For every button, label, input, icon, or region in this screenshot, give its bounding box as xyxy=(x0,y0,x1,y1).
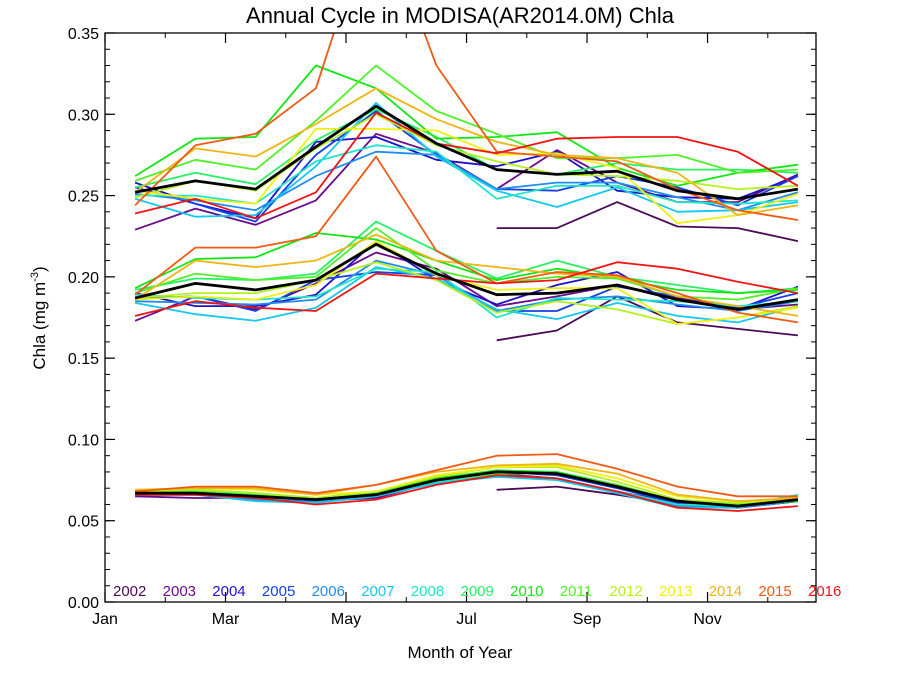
legend-item-2014: 2014 xyxy=(709,583,742,600)
y-tick-label-6: 0.30 xyxy=(68,107,99,124)
legend-item-2016: 2016 xyxy=(808,583,841,600)
y-tick-label-3: 0.15 xyxy=(68,351,99,368)
legend-item-2010: 2010 xyxy=(510,583,543,600)
x-tick-label-1: Mar xyxy=(212,611,240,628)
y-tick-label-5: 0.25 xyxy=(68,189,99,206)
series-line-2014-lower xyxy=(135,462,798,503)
y-axis-label-close: ) xyxy=(30,266,49,272)
x-tick-label-0: Jan xyxy=(92,611,118,628)
y-axis: 0.00 0.05 0.10 0.15 0.20 0.25 0.30 0.35 xyxy=(68,26,816,612)
x-tick-label-3: Jul xyxy=(456,611,476,628)
x-axis-label: Month of Year xyxy=(408,643,513,662)
y-axis-label-text: Chla (mg m xyxy=(30,282,49,370)
series-line-2011-upper xyxy=(134,64,798,182)
legend-item-2005: 2005 xyxy=(262,583,295,600)
y-tick-label-7: 0.35 xyxy=(68,26,99,43)
legend-item-2007: 2007 xyxy=(361,583,394,600)
legend-item-2002: 2002 xyxy=(113,583,146,600)
y-axis-label: Chla (mg m-3) xyxy=(29,266,49,369)
series-line-2010-middle xyxy=(134,232,798,294)
x-tick-label-4: Sep xyxy=(573,611,602,628)
x-axis: Jan Mar May Jul Sep Nov xyxy=(92,33,769,628)
series-layer xyxy=(134,33,799,512)
legend-item-2008: 2008 xyxy=(411,583,444,600)
legend-item-2013: 2013 xyxy=(659,583,692,600)
series-line-2014-middle xyxy=(134,233,799,317)
y-tick-label-1: 0.05 xyxy=(68,514,99,531)
legend-item-2006: 2006 xyxy=(312,583,345,600)
series-line-mean-lower xyxy=(135,470,799,508)
legend-item-2004: 2004 xyxy=(212,583,245,600)
series-line-2006-upper xyxy=(135,150,799,212)
y-axis-label-exponent: -3 xyxy=(29,272,41,282)
series-line-2014-upper xyxy=(134,87,799,216)
x-tick-label-5: Nov xyxy=(693,611,721,628)
series-line-mean-middle xyxy=(134,242,799,311)
legend-item-2015: 2015 xyxy=(758,583,791,600)
legend-item-2003: 2003 xyxy=(163,583,196,600)
series-line-2016-lower xyxy=(135,474,798,512)
series-line-2015-middle xyxy=(134,155,799,324)
plot-frame xyxy=(104,32,817,603)
series-line-2016-middle xyxy=(134,261,799,317)
x-tick-label-2: May xyxy=(331,611,361,628)
series-line-2007-upper xyxy=(134,102,799,218)
series-line-2010-upper xyxy=(134,64,799,187)
legend-item-2011: 2011 xyxy=(560,583,592,600)
legend-item-2009: 2009 xyxy=(461,583,494,600)
series-line-2015-lower xyxy=(135,453,798,498)
y-tick-label-4: 0.20 xyxy=(68,270,99,287)
series-line-2016-upper xyxy=(134,111,799,220)
series-line-mean-upper xyxy=(134,104,799,201)
series-line-2013-lower xyxy=(135,464,798,503)
legend-item-2012: 2012 xyxy=(609,583,642,600)
y-tick-label-0: 0.00 xyxy=(68,595,99,612)
chart-title: Annual Cycle in MODISA(AR2014.0M) Chla xyxy=(246,3,675,28)
series-line-2013-upper xyxy=(134,128,799,225)
y-tick-label-2: 0.10 xyxy=(68,432,99,449)
series-line-2002-upper xyxy=(496,201,799,242)
series-line-2013-middle xyxy=(135,240,799,325)
legend: 2002 2003 2004 2005 2006 2007 2008 2009 2010 2011… xyxy=(113,583,841,600)
